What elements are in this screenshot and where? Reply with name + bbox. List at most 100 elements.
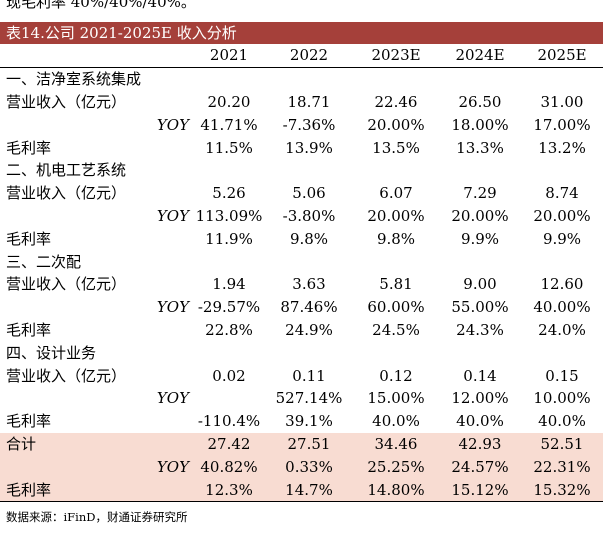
header-blank-cell: [0, 44, 193, 68]
value-cell: 9.9%: [542, 229, 582, 248]
value-cell: 40.00%: [533, 298, 591, 317]
table-row-margin: 毛利率 22.8% 24.9% 24.5% 24.3% 24.0%: [0, 319, 603, 342]
table-row-section: 二、机电工艺系统: [0, 159, 603, 182]
year-header: 2022: [265, 44, 353, 68]
value-cell: 24.9%: [285, 320, 333, 339]
value-cell: 24.3%: [456, 320, 504, 339]
value-cell: 5.26: [212, 184, 246, 203]
value-cell: 25.25%: [353, 455, 439, 479]
value-cell: 17.00%: [533, 115, 591, 134]
row-label: 营业收入（亿元）: [6, 366, 127, 385]
section-label: 一、洁净室系统集成: [6, 70, 142, 89]
year-header: 2024E: [439, 44, 521, 68]
table-title: 表14.公司 2021-2025E 收入分析: [0, 22, 603, 44]
row-label: 营业收入（亿元）: [6, 92, 127, 111]
value-cell: -7.36%: [282, 115, 336, 134]
value-cell: [265, 67, 353, 90]
value-cell: 26.50: [458, 92, 502, 111]
table-row-total-margin: 毛利率 12.3% 14.7% 14.80% 15.12% 15.32%: [0, 478, 603, 502]
row-label: 毛利率: [6, 229, 52, 248]
value-cell: 24.0%: [538, 320, 586, 339]
row-label: 毛利率: [6, 138, 52, 157]
value-cell: 9.8%: [376, 229, 416, 248]
value-cell: 12.3%: [193, 478, 265, 502]
value-cell: 40.0%: [456, 412, 504, 431]
table-row-section: 四、设计业务: [0, 341, 603, 364]
value-cell: 0.14: [463, 366, 497, 385]
value-cell: 0.12: [379, 366, 413, 385]
revenue-analysis-table: 2021 2022 2023E 2024E 2025E 一、洁净室系统集成 营业收…: [0, 44, 603, 502]
value-cell: 40.82%: [193, 455, 265, 479]
section-label: 二、机电工艺系统: [6, 161, 127, 180]
value-cell: 0.15: [545, 366, 579, 385]
value-cell: 18.71: [287, 92, 331, 111]
value-cell: 24.5%: [372, 320, 420, 339]
value-cell: 20.00%: [451, 206, 509, 225]
value-cell: 22.46: [374, 92, 418, 111]
row-label: 毛利率: [0, 478, 193, 502]
value-cell: 15.32%: [521, 478, 603, 502]
yoy-label: YOY: [156, 206, 189, 225]
year-header: 2025E: [521, 44, 603, 68]
row-label: 营业收入（亿元）: [6, 184, 127, 203]
table-row-margin: 毛利率 -110.4% 39.1% 40.0% 40.0% 40.0%: [0, 410, 603, 433]
value-cell: 14.7%: [265, 478, 353, 502]
value-cell: 40.0%: [538, 412, 586, 431]
year-header: 2023E: [353, 44, 439, 68]
value-cell: -3.80%: [282, 206, 336, 225]
year-header: 2021: [193, 44, 265, 68]
value-cell: -110.4%: [197, 412, 261, 431]
value-cell: 22.8%: [205, 320, 253, 339]
value-cell: 87.46%: [280, 298, 338, 317]
value-cell: 10.00%: [533, 389, 591, 408]
table-row-yoy: YOY 41.71% -7.36% 20.00% 18.00% 17.00%: [0, 113, 603, 136]
value-cell: [521, 67, 603, 90]
value-cell: 22.31%: [521, 455, 603, 479]
value-cell: 7.29: [463, 184, 497, 203]
value-cell: 12.00%: [451, 389, 509, 408]
table-row-yoy: YOY -29.57% 87.46% 60.00% 55.00% 40.00%: [0, 296, 603, 319]
value-cell: 0.33%: [265, 455, 353, 479]
value-cell: 11.9%: [205, 229, 253, 248]
value-cell: 39.1%: [285, 412, 333, 431]
value-cell: 5.81: [379, 275, 413, 294]
yoy-label: YOY: [156, 389, 189, 408]
header-row: 2021 2022 2023E 2024E 2025E: [0, 44, 603, 68]
table-row-revenue: 营业收入（亿元） 0.02 0.11 0.12 0.14 0.15: [0, 364, 603, 387]
value-cell: [353, 250, 439, 273]
value-cell: 15.00%: [367, 389, 425, 408]
value-cell: 0.11: [292, 366, 326, 385]
value-cell: 8.74: [545, 184, 579, 203]
value-cell: 13.2%: [538, 138, 586, 157]
value-cell: 52.51: [521, 432, 603, 456]
value-cell: [521, 250, 603, 273]
table-row-revenue: 营业收入（亿元） 5.26 5.06 6.07 7.29 8.74: [0, 182, 603, 205]
value-cell: 42.93: [439, 432, 521, 456]
value-cell: 20.00%: [533, 206, 591, 225]
value-cell: 9.9%: [460, 229, 500, 248]
table-row-revenue: 营业收入（亿元） 20.20 18.71 22.46 26.50 31.00: [0, 91, 603, 114]
value-cell: 9.8%: [289, 229, 329, 248]
value-cell: 0.02: [212, 366, 246, 385]
value-cell: [265, 159, 353, 182]
value-cell: 24.57%: [439, 455, 521, 479]
value-cell: [439, 67, 521, 90]
row-label: 营业收入（亿元）: [6, 275, 127, 294]
value-cell: 3.63: [292, 275, 326, 294]
value-cell: [353, 67, 439, 90]
value-cell: 14.80%: [353, 478, 439, 502]
value-cell: [193, 387, 265, 410]
value-cell: 11.5%: [205, 138, 253, 157]
section-label: 四、设计业务: [6, 343, 97, 362]
value-cell: 113.09%: [195, 206, 263, 225]
value-cell: 13.5%: [372, 138, 420, 157]
table-row-margin: 毛利率 11.9% 9.8% 9.8% 9.9% 9.9%: [0, 227, 603, 250]
value-cell: 20.20: [207, 92, 251, 111]
value-cell: 1.94: [212, 275, 246, 294]
value-cell: 5.06: [292, 184, 326, 203]
row-label: 毛利率: [6, 320, 52, 339]
value-cell: [193, 67, 265, 90]
yoy-label: YOY: [0, 455, 193, 479]
value-cell: 15.12%: [439, 478, 521, 502]
table-row-section: 一、洁净室系统集成: [0, 67, 603, 90]
